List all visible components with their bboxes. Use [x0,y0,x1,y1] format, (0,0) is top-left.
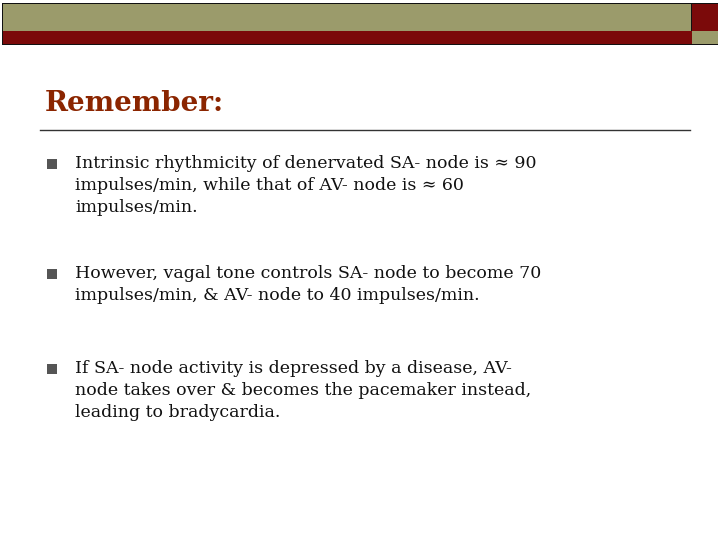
Text: impulses/min, & AV- node to 40 impulses/min.: impulses/min, & AV- node to 40 impulses/… [75,287,480,304]
Text: leading to bradycardia.: leading to bradycardia. [75,404,280,421]
Bar [3,31,717,44]
Bar [47,159,57,169]
Text: Remember:: Remember: [45,90,224,117]
Bar [47,269,57,279]
Text: node takes over & becomes the pacemaker instead,: node takes over & becomes the pacemaker … [75,382,531,399]
Text: If SA- node activity is depressed by a disease, AV-: If SA- node activity is depressed by a d… [75,360,512,377]
Bar [47,364,57,374]
Text: Intrinsic rhythmicity of denervated SA- node is ≈ 90: Intrinsic rhythmicity of denervated SA- … [75,155,536,172]
Text: impulses/min.: impulses/min. [75,199,197,216]
Bar [3,4,691,31]
Text: However, vagal tone controls SA- node to become 70: However, vagal tone controls SA- node to… [75,265,541,282]
Bar [692,4,718,31]
Text: impulses/min, while that of AV- node is ≈ 60: impulses/min, while that of AV- node is … [75,177,464,194]
Bar [692,31,718,44]
Bar [2,3,718,45]
